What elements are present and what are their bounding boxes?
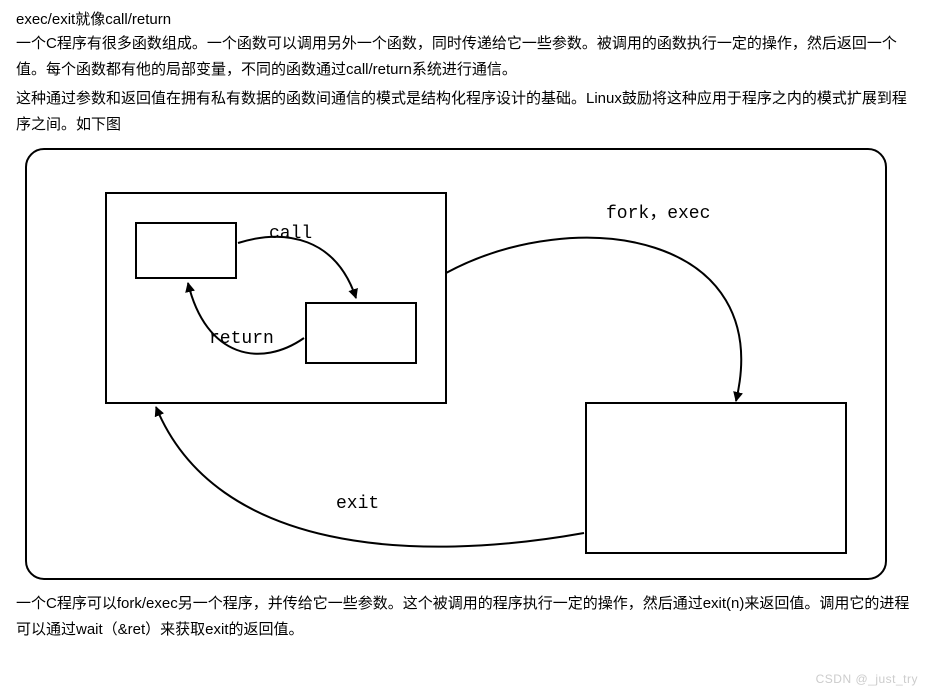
diagram-container: call return fork，exec exit bbox=[16, 143, 896, 583]
paragraph-2: 这种通过参数和返回值在拥有私有数据的函数间通信的模式是结构化程序设计的基础。Li… bbox=[16, 86, 912, 137]
paragraph-1: 一个C程序有很多函数组成。一个函数可以调用另外一个函数，同时传递给它一些参数。被… bbox=[16, 31, 912, 82]
fork-exec-label: fork，exec bbox=[606, 204, 710, 224]
return-label: return bbox=[209, 329, 274, 349]
paragraph-3: 一个C程序可以fork/exec另一个程序，并传给它一些参数。这个被调用的程序执… bbox=[16, 591, 912, 642]
call-label: call bbox=[269, 224, 312, 244]
inner-box-b bbox=[306, 303, 416, 363]
title-line: exec/exit就像call/return bbox=[16, 8, 912, 29]
inner-box-a bbox=[136, 223, 236, 278]
exit-label: exit bbox=[336, 494, 379, 514]
diagram-svg: call return fork，exec exit bbox=[16, 143, 896, 583]
right-program-box bbox=[586, 403, 846, 553]
